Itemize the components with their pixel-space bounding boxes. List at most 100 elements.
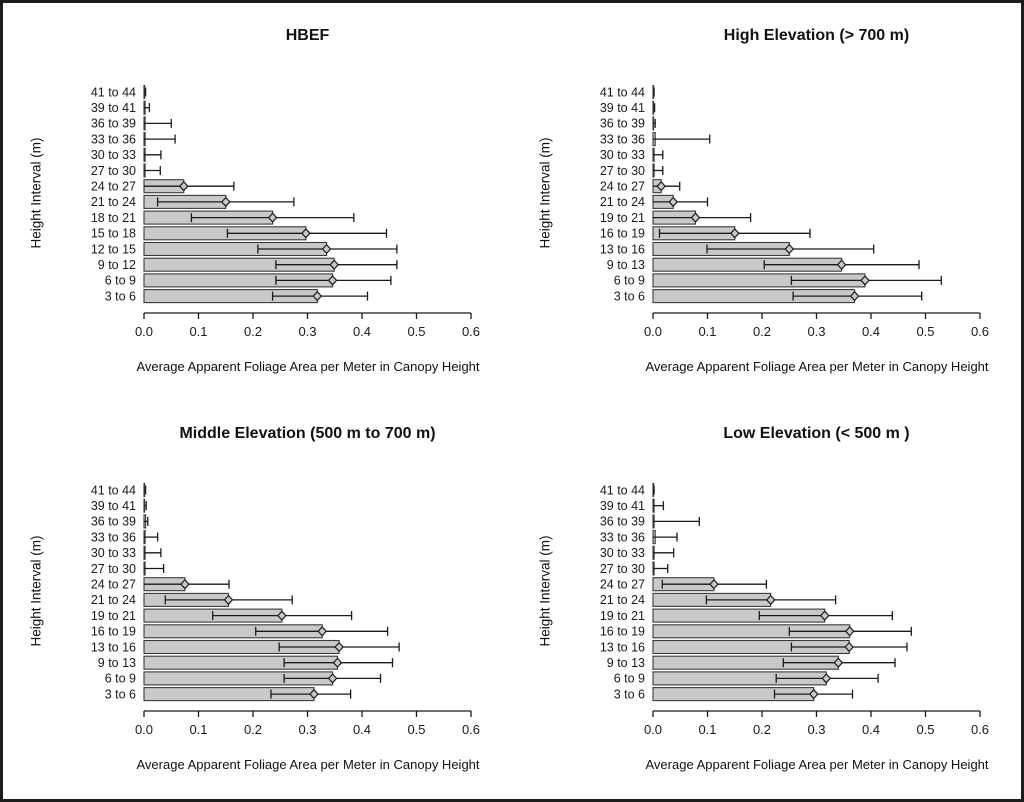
- category-label: 13 to 16: [600, 242, 645, 256]
- x-axis-label: Average Apparent Foliage Area per Meter …: [136, 757, 480, 772]
- category-label: 33 to 36: [600, 132, 645, 146]
- category-label: 30 to 33: [600, 546, 645, 560]
- mean-diamond-marker: [833, 657, 844, 668]
- axis-tick-label: 0.4: [862, 324, 880, 339]
- axis-tick-label: 0.1: [698, 722, 716, 737]
- mean-diamond-marker: [321, 243, 332, 255]
- x-axis: 0.0 0.1 0.2 0.3 0.4 0.5 0.6: [135, 710, 480, 737]
- mean-diamond-marker: [729, 228, 740, 239]
- axis-tick-label: 0.2: [753, 722, 771, 737]
- mean-diamond-marker: [656, 181, 667, 192]
- chart-title: High Elevation (> 700 m): [723, 27, 910, 44]
- category-label: 21 to 24: [600, 593, 645, 607]
- category-label: 21 to 24: [600, 195, 645, 209]
- chart-panel-low-elevation: Low Elevation (< 500 m ) Height Interval…: [512, 401, 1021, 799]
- category-label: 30 to 33: [91, 148, 136, 162]
- axis-tick-label: 0.5: [916, 722, 934, 737]
- category-label: 41 to 44: [600, 483, 645, 497]
- mean-diamond-marker: [180, 579, 190, 590]
- category-label: 33 to 36: [91, 530, 136, 544]
- axis-tick-label: 0.3: [807, 324, 825, 339]
- mean-diamond-marker: [690, 212, 701, 223]
- category-label: 27 to 30: [600, 562, 645, 576]
- category-label: 16 to 19: [91, 625, 136, 639]
- mean-diamond-marker: [844, 641, 855, 653]
- mean-diamond-marker: [309, 688, 319, 700]
- axis-tick-label: 0.2: [244, 324, 262, 339]
- mean-diamond-marker: [329, 259, 340, 270]
- mean-diamond-marker: [849, 290, 860, 302]
- axis-tick-label: 0.6: [971, 324, 989, 339]
- axis-tick-label: 0.0: [644, 722, 662, 737]
- mean-diamond-marker: [844, 626, 855, 637]
- chart-panel-hbef: HBEF Height Interval (m) 41 to 44 39 to 4…: [3, 3, 512, 401]
- x-axis-label: Average Apparent Foliage Area per Meter …: [136, 359, 480, 374]
- category-label: 36 to 39: [91, 515, 136, 529]
- category-label: 36 to 39: [91, 117, 136, 131]
- category-label: 21 to 24: [91, 195, 136, 209]
- axis-tick-label: 0.6: [971, 722, 989, 737]
- category-label: 36 to 39: [600, 117, 645, 131]
- category-label: 24 to 27: [91, 578, 136, 592]
- axis-tick-label: 0.4: [353, 324, 371, 339]
- category-label: 41 to 44: [600, 85, 645, 99]
- category-label: 41 to 44: [91, 483, 136, 497]
- axis-tick-label: 0.4: [353, 722, 371, 737]
- mean-diamond-marker: [267, 212, 278, 223]
- axis-tick-label: 0.4: [862, 722, 880, 737]
- category-label: 13 to 16: [91, 640, 136, 654]
- mean-diamond-marker: [836, 259, 847, 270]
- chart-title: HBEF: [285, 27, 330, 44]
- category-label: 13 to 16: [600, 640, 645, 654]
- mean-diamond-marker: [784, 243, 795, 255]
- category-label: 24 to 27: [600, 578, 645, 592]
- category-label: 6 to 9: [105, 672, 136, 686]
- category-label: 39 to 41: [91, 101, 136, 115]
- category-label: 18 to 21: [91, 211, 136, 225]
- mean-diamond-marker: [301, 228, 311, 239]
- category-label: 21 to 24: [91, 593, 136, 607]
- category-label: 6 to 9: [614, 672, 645, 686]
- mean-diamond-marker: [327, 275, 338, 286]
- category-label: 24 to 27: [600, 180, 645, 194]
- category-label: 27 to 30: [91, 562, 136, 576]
- category-label: 9 to 13: [607, 258, 645, 272]
- error-bars-group: [144, 485, 400, 700]
- category-label: 39 to 41: [600, 101, 645, 115]
- axis-tick-label: 0.5: [407, 722, 425, 737]
- x-axis-label: Average Apparent Foliage Area per Meter …: [645, 359, 989, 374]
- category-label: 30 to 33: [600, 148, 645, 162]
- axis-tick-label: 0.3: [298, 722, 316, 737]
- axis-tick-label: 0.5: [407, 324, 425, 339]
- category-label: 6 to 9: [105, 274, 136, 288]
- x-axis-label: Average Apparent Foliage Area per Meter …: [645, 757, 989, 772]
- mean-diamond-marker: [223, 594, 234, 606]
- axis-tick-label: 0.0: [135, 324, 153, 339]
- mean-diamond-marker: [317, 626, 328, 637]
- category-label: 6 to 9: [614, 274, 645, 288]
- category-label: 19 to 21: [600, 211, 645, 225]
- category-label: 27 to 30: [600, 164, 645, 178]
- mean-diamond-marker: [312, 290, 323, 302]
- category-label: 3 to 6: [105, 687, 136, 701]
- chart-panel-middle-elevation: Middle Elevation (500 m to 700 m) Height…: [3, 401, 512, 799]
- category-label: 3 to 6: [614, 289, 645, 303]
- category-label: 3 to 6: [105, 289, 136, 303]
- category-label: 15 to 18: [91, 227, 136, 241]
- axis-tick-label: 0.1: [189, 722, 207, 737]
- mean-diamond-marker: [334, 641, 344, 653]
- error-bars-group: [653, 485, 912, 700]
- axis-tick-label: 0.2: [244, 722, 262, 737]
- category-label: 16 to 19: [600, 625, 645, 639]
- category-label: 41 to 44: [91, 85, 136, 99]
- category-label: 12 to 15: [91, 242, 136, 256]
- category-label: 39 to 41: [91, 499, 136, 513]
- category-label: 33 to 36: [600, 530, 645, 544]
- axis-tick-label: 0.1: [189, 324, 207, 339]
- axis-tick-label: 0.0: [135, 722, 153, 737]
- x-axis: 0.0 0.1 0.2 0.3 0.4 0.5 0.6: [135, 312, 480, 339]
